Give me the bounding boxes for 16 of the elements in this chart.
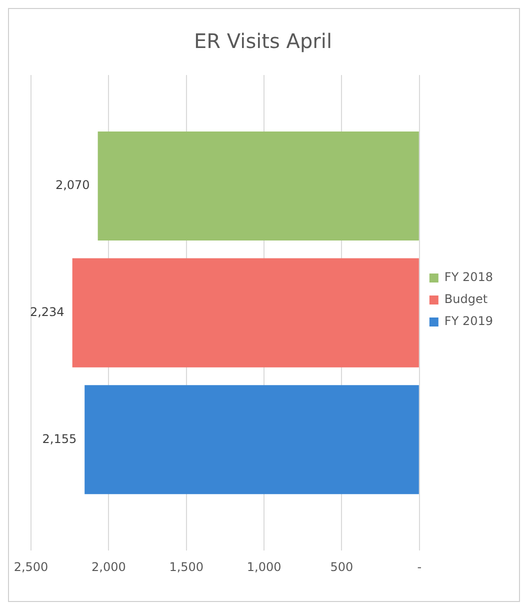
bar [98, 131, 419, 241]
x-tick-label: 500 [330, 560, 354, 574]
bar [84, 385, 419, 494]
x-tick-label: 1,500 [169, 560, 204, 574]
x-tick-label: - [417, 560, 422, 574]
x-tick-label: 2,000 [92, 560, 126, 574]
bar [72, 258, 419, 368]
chart-title: ER Visits April [194, 29, 332, 54]
data-label: 2,234 [30, 304, 64, 319]
x-tick-label: 1,000 [246, 560, 282, 574]
data-label: 2,155 [42, 432, 77, 446]
legend-label: Budget [444, 292, 488, 306]
data-label: 2,070 [55, 178, 90, 192]
x-tick-label: 2,500 [14, 560, 48, 574]
legend-label: FY 2018 [444, 270, 494, 284]
legend-label: FY 2019 [444, 314, 494, 328]
